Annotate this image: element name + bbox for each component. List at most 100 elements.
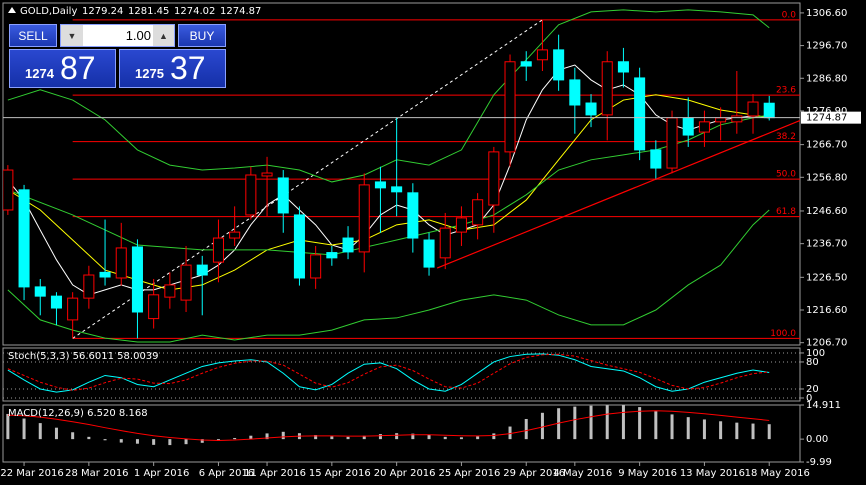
histogram-bar <box>476 436 480 440</box>
x-tick-label: 28 Mar 2016 <box>65 468 128 479</box>
y-tick-label: 14.911 <box>806 400 841 411</box>
histogram-bar <box>249 435 253 440</box>
volume-value[interactable]: 1.00 <box>125 28 151 43</box>
candle-body <box>423 239 435 268</box>
sell-price[interactable]: 1274 87 <box>9 49 116 88</box>
histogram-bar <box>378 434 382 440</box>
histogram-bar <box>702 419 706 440</box>
y-tick-label: 1306.60 <box>806 8 847 19</box>
sell-button[interactable]: SELL <box>9 24 57 47</box>
candle-body <box>715 117 727 123</box>
y-tick-label: 1286.80 <box>806 73 847 84</box>
fibo-label: 23.6 <box>776 86 796 96</box>
y-tick-label: 1236.70 <box>806 239 847 250</box>
candle-body <box>391 186 403 193</box>
indicator-line <box>7 114 770 256</box>
histogram-bar <box>22 418 26 440</box>
header-high: 1281.45 <box>128 6 169 17</box>
fibo-label: 0.0 <box>782 10 797 20</box>
volume-down[interactable]: ▼ <box>61 25 83 46</box>
header-open: 1279.24 <box>82 6 123 17</box>
volume-up[interactable]: ▲ <box>153 25 174 46</box>
histogram-bar <box>281 431 285 440</box>
histogram-bar <box>621 405 625 440</box>
candle-body <box>310 254 322 279</box>
trend-line <box>436 119 800 269</box>
candle-body <box>34 286 46 297</box>
candle-body <box>164 284 176 298</box>
plot-layer: 1306.60 1296.70 1286.80 1276.90 1266.70 1256.… <box>0 8 861 479</box>
candle-body <box>553 49 565 81</box>
histogram-bar <box>751 423 755 440</box>
candle-body <box>569 79 581 106</box>
candle-body <box>698 121 710 133</box>
macd-title: MACD(12,26,9) 6.520 8.168 <box>8 408 148 419</box>
y-tick-label: 80 <box>806 357 819 368</box>
x-tick-label: 15 Apr 2016 <box>309 468 371 479</box>
histogram-bar <box>686 417 690 440</box>
fibo-label: 100.0 <box>770 329 796 339</box>
histogram-bar <box>362 435 366 440</box>
candle-body <box>3 169 14 211</box>
histogram-bar <box>524 418 528 440</box>
y-tick-label: 100 <box>806 348 825 359</box>
histogram-bar <box>184 439 188 445</box>
macd-panel-frame <box>2 404 801 463</box>
x-tick-label: 20 Apr 2016 <box>374 468 436 479</box>
price-label: 1274.87 <box>806 113 847 124</box>
candle-body <box>439 227 451 259</box>
chart-title: GOLD,Daily <box>20 6 77 17</box>
candle-body <box>180 264 192 301</box>
x-tick-label: 13 May 2016 <box>680 468 745 479</box>
x-tick-label: 6 Apr 2016 <box>199 468 254 479</box>
buy-price[interactable]: 1275 37 <box>119 49 226 88</box>
candle-body <box>342 237 354 253</box>
x-tick-label: 1 Apr 2016 <box>134 468 189 479</box>
histogram-bar <box>492 433 496 440</box>
main-plot <box>3 9 800 343</box>
candle-body <box>99 271 111 278</box>
candle-body <box>67 297 79 321</box>
histogram-bar <box>314 435 318 440</box>
candle-body <box>504 61 516 153</box>
histogram-bar <box>719 421 723 440</box>
x-tick-label: 11 Apr 2016 <box>244 468 306 479</box>
histogram-bar <box>200 439 204 443</box>
fibo-label: 38.2 <box>776 132 796 142</box>
x-tick-label: 29 Apr 2016 <box>503 468 565 479</box>
x-tick-label: 22 Mar 2016 <box>0 468 63 479</box>
histogram-bar <box>168 439 172 446</box>
candle-body <box>261 172 273 177</box>
candle-body <box>488 151 500 206</box>
buy-button[interactable]: BUY <box>178 24 226 47</box>
candle-body <box>455 217 467 233</box>
histogram-bar <box>87 436 91 440</box>
candle-body <box>229 231 241 239</box>
candle-body <box>245 174 257 216</box>
candle-body <box>196 264 208 276</box>
candle-body <box>634 77 646 151</box>
candle-body <box>520 61 532 67</box>
histogram-bar <box>135 439 139 444</box>
candle-body <box>148 294 160 320</box>
x-tick-label: 18 May 2016 <box>745 468 810 479</box>
candle-body <box>601 61 613 116</box>
indicator-line <box>7 209 770 343</box>
candle-body <box>18 189 30 288</box>
fibo-diagonal <box>72 19 543 339</box>
collapse-icon <box>8 7 16 13</box>
signal-line <box>7 410 770 442</box>
y-tick-label: 0 <box>806 393 812 404</box>
candle-body <box>115 247 127 279</box>
histogram-bar <box>654 411 658 440</box>
volume-box[interactable]: ▼ 1.00 ▲ <box>60 24 175 47</box>
histogram-bar <box>103 439 107 441</box>
y-tick-label: 20 <box>806 384 819 395</box>
y-tick-label: 1246.60 <box>806 206 847 217</box>
stoch-panel-frame <box>2 347 801 402</box>
candle-body <box>83 274 95 299</box>
histogram-bar <box>540 412 544 440</box>
histogram-bar <box>71 432 75 440</box>
sell-price-small: 1274 <box>25 66 54 81</box>
